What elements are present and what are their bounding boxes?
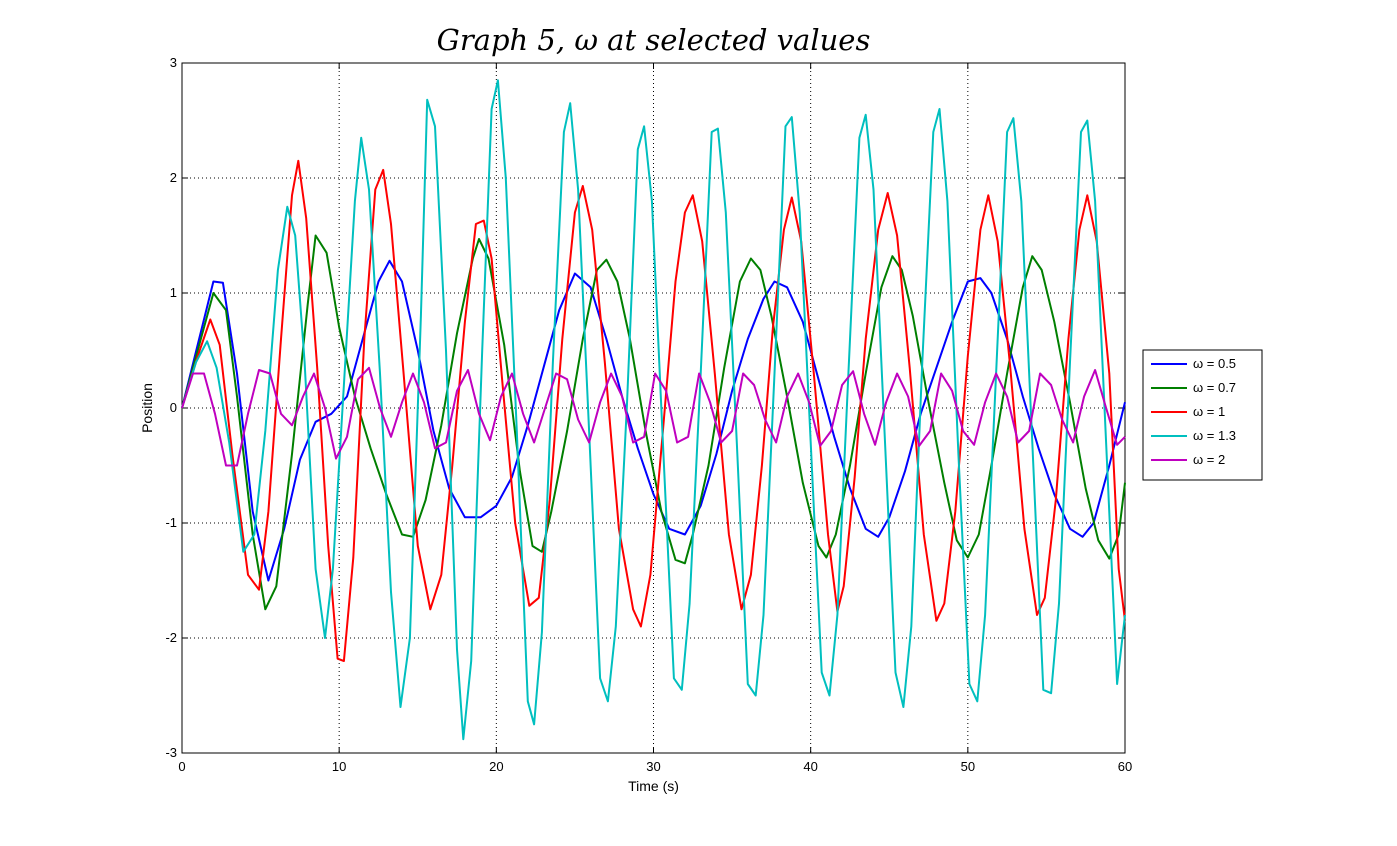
y-tick-label: 3 [170,55,177,70]
x-tick-label: 50 [961,759,975,774]
y-tick-label: 1 [170,285,177,300]
y-tick-label: -3 [165,745,177,760]
series-line-2 [181,159,1126,662]
y-tick-label: 2 [170,170,177,185]
legend-label-3: ω = 1.3 [1193,428,1236,443]
legend-label-1: ω = 0.7 [1193,380,1236,395]
x-tick-label: 30 [646,759,660,774]
x-tick-label: 0 [178,759,185,774]
x-tick-label: 20 [489,759,503,774]
y-tick-label: 0 [170,400,177,415]
y-tick-label: -2 [165,630,177,645]
x-axis-label: Time (s) [628,778,679,794]
legend-label-0: ω = 0.5 [1193,356,1236,371]
legend-label-4: ω = 2 [1193,452,1225,467]
legend: ω = 0.5 ω = 0.7 ω = 1 ω = 1.3 ω = 2 [1142,349,1263,481]
legend-label-2: ω = 1 [1193,404,1225,419]
x-tick-label: 40 [803,759,817,774]
y-axis-label: Position [139,383,155,433]
axis-ticks: 0 10 20 30 40 50 60 -3 -2 -1 0 1 2 3 [165,55,1132,774]
y-tick-label: -1 [165,515,177,530]
series-line-3 [181,79,1126,741]
legend-box [1142,349,1263,481]
series-line-1 [181,234,1126,611]
x-tick-label: 60 [1118,759,1132,774]
chart-title: Graph 5, ω at selected values [437,23,871,57]
series-lines [181,79,1126,741]
x-tick-label: 10 [332,759,346,774]
series-line-4 [181,366,1126,467]
